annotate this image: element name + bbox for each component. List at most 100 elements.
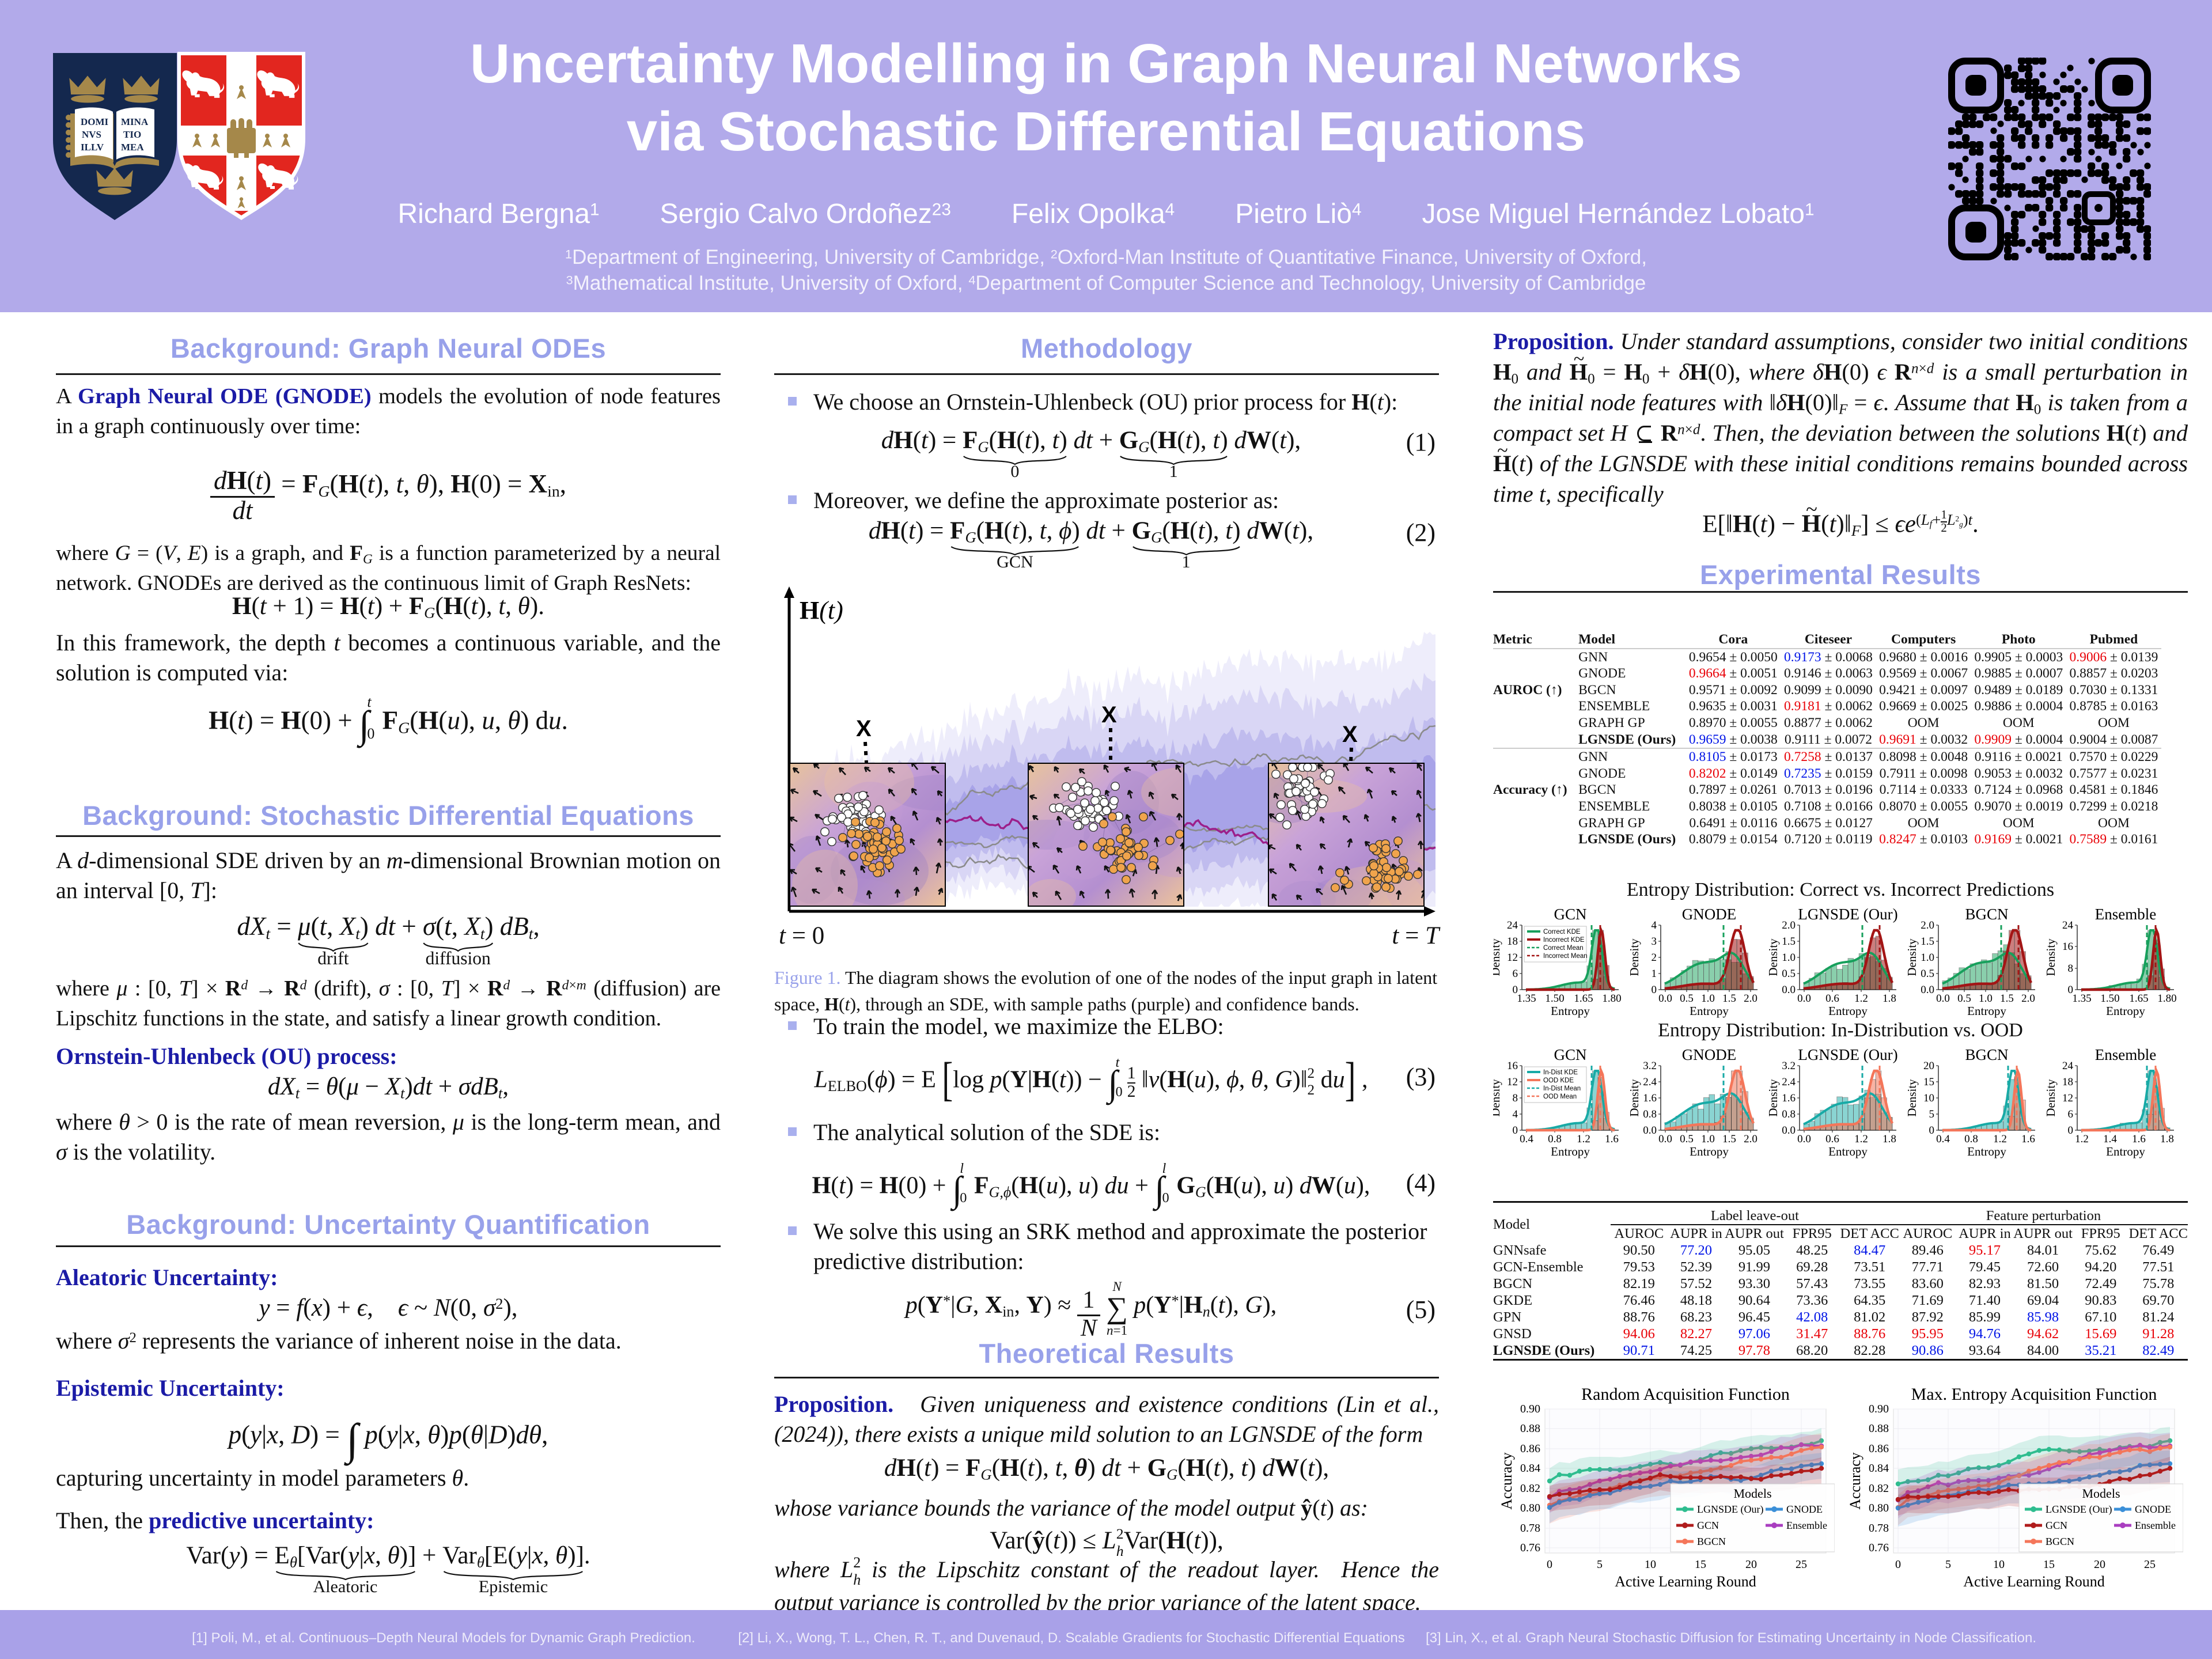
svg-text:1.65: 1.65 xyxy=(2129,993,2148,1005)
svg-text:15: 15 xyxy=(1695,1558,1706,1571)
svg-text:1.80: 1.80 xyxy=(1602,993,1621,1005)
svg-text:1.2: 1.2 xyxy=(1577,1133,1590,1145)
svg-text:1.0: 1.0 xyxy=(1921,952,1934,964)
svg-text:Correct Mean: Correct Mean xyxy=(1543,945,1584,952)
svg-text:2.0: 2.0 xyxy=(2021,993,2035,1005)
svg-text:1.6: 1.6 xyxy=(1643,1092,1657,1104)
svg-text:Entropy: Entropy xyxy=(1690,1004,1729,1018)
svg-text:Entropy: Entropy xyxy=(2106,1145,2145,1158)
svg-text:20: 20 xyxy=(1923,1060,1934,1072)
svg-text:0.78: 0.78 xyxy=(1869,1522,1889,1535)
svg-text:Models: Models xyxy=(2082,1486,2120,1501)
svg-text:Ensemble: Ensemble xyxy=(2135,1520,2176,1531)
svg-text:1.2: 1.2 xyxy=(1993,1133,2007,1145)
svg-text:Incorrect Mean: Incorrect Mean xyxy=(1543,953,1588,960)
svg-text:TIO: TIO xyxy=(123,129,141,140)
svg-text:Density: Density xyxy=(1627,1079,1641,1117)
svg-text:Max. Entropy Acquisition Funct: Max. Entropy Acquisition Function xyxy=(1911,1386,2157,1404)
svg-text:1.4: 1.4 xyxy=(2103,1133,2117,1145)
svg-text:0.6: 0.6 xyxy=(1825,993,1839,1005)
svg-text:20: 20 xyxy=(2094,1558,2105,1571)
svg-text:BGCN: BGCN xyxy=(2046,1536,2074,1547)
svg-text:In-Dist KDE: In-Dist KDE xyxy=(1543,1069,1578,1076)
svg-text:3.2: 3.2 xyxy=(1643,1060,1657,1072)
svg-text:LGNSDE (Our): LGNSDE (Our) xyxy=(1697,1503,1763,1516)
svg-text:0.5: 0.5 xyxy=(1782,968,1796,980)
svg-text:0: 0 xyxy=(2068,984,2074,996)
svg-text:0: 0 xyxy=(1895,1558,1901,1571)
svg-text:Ensemble: Ensemble xyxy=(2095,908,2156,923)
svg-text:1.5: 1.5 xyxy=(1782,935,1796,948)
svg-text:Accuracy: Accuracy xyxy=(1847,1452,1863,1510)
svg-text:0.0: 0.0 xyxy=(1782,984,1796,996)
svg-text:1.80: 1.80 xyxy=(2157,993,2176,1005)
svg-text:Density: Density xyxy=(1493,1079,1502,1117)
svg-text:Density: Density xyxy=(1766,1079,1780,1117)
svg-text:Density: Density xyxy=(1905,938,1919,976)
svg-text:Entropy: Entropy xyxy=(1828,1145,1868,1158)
svg-text:Models: Models xyxy=(1734,1486,1772,1501)
svg-text:1.0: 1.0 xyxy=(1979,993,1993,1005)
svg-text:2.0: 2.0 xyxy=(1744,1133,1758,1145)
svg-text:1.5: 1.5 xyxy=(2000,993,2014,1005)
svg-text:GCN: GCN xyxy=(1697,1520,1719,1531)
svg-text:1.5: 1.5 xyxy=(1722,1133,1736,1145)
svg-text:GNODE: GNODE xyxy=(2135,1503,2171,1515)
svg-text:Accuracy: Accuracy xyxy=(1498,1452,1515,1510)
svg-text:25: 25 xyxy=(1796,1558,1807,1571)
svg-text:10: 10 xyxy=(1645,1558,1656,1571)
svg-text:1.2: 1.2 xyxy=(2075,1133,2089,1145)
svg-text:18: 18 xyxy=(2062,1076,2073,1088)
svg-text:0.90: 0.90 xyxy=(1520,1403,1540,1415)
svg-text:Active Learning Round: Active Learning Round xyxy=(1615,1573,1756,1590)
svg-text:Density: Density xyxy=(2044,1079,2058,1117)
svg-text:Entropy: Entropy xyxy=(1551,1004,1590,1018)
svg-text:GNODE: GNODE xyxy=(1682,908,1737,923)
svg-text:0.88: 0.88 xyxy=(1520,1422,1540,1435)
svg-text:X: X xyxy=(856,716,872,741)
svg-text:18: 18 xyxy=(1507,935,1518,948)
svg-text:MEA: MEA xyxy=(121,142,144,153)
svg-text:10: 10 xyxy=(1923,1092,1934,1104)
svg-text:1.6: 1.6 xyxy=(2021,1133,2035,1145)
svg-text:Density: Density xyxy=(1766,938,1780,976)
svg-text:16: 16 xyxy=(1507,1060,1518,1072)
svg-text:GCN: GCN xyxy=(2046,1520,2067,1531)
svg-text:5: 5 xyxy=(1945,1558,1951,1571)
svg-text:3: 3 xyxy=(1652,935,1657,948)
svg-text:LGNSDE (Our): LGNSDE (Our) xyxy=(1798,908,1897,923)
svg-text:ILLV: ILLV xyxy=(81,142,104,153)
svg-text:2: 2 xyxy=(1652,952,1657,964)
svg-text:Entropy: Entropy xyxy=(1967,1145,2006,1158)
svg-text:LGNSDE (Our): LGNSDE (Our) xyxy=(2046,1503,2112,1516)
svg-text:15: 15 xyxy=(1923,1076,1934,1088)
svg-text:0.6: 0.6 xyxy=(1825,1133,1839,1145)
svg-text:Density: Density xyxy=(1627,938,1641,976)
svg-text:1.2: 1.2 xyxy=(1854,1133,1868,1145)
svg-text:4: 4 xyxy=(1652,919,1657,931)
svg-text:20: 20 xyxy=(1745,1558,1757,1571)
svg-text:Correct KDE: Correct KDE xyxy=(1543,929,1581,935)
svg-text:X: X xyxy=(1101,702,1117,728)
svg-text:0.76: 0.76 xyxy=(1869,1541,1889,1554)
svg-text:BGCN: BGCN xyxy=(1965,908,2008,923)
svg-text:24: 24 xyxy=(2062,1060,2074,1072)
svg-text:24: 24 xyxy=(1507,919,1518,931)
svg-text:0.82: 0.82 xyxy=(1869,1482,1889,1495)
svg-text:0.90: 0.90 xyxy=(1869,1403,1889,1415)
svg-text:GNODE: GNODE xyxy=(1682,1048,1737,1063)
svg-text:0.0: 0.0 xyxy=(1782,1124,1796,1137)
svg-text:12: 12 xyxy=(2062,1092,2073,1104)
svg-text:0.8: 0.8 xyxy=(1548,1133,1562,1145)
svg-text:1.50: 1.50 xyxy=(2100,993,2119,1005)
svg-text:12: 12 xyxy=(1507,952,1518,964)
svg-text:0.5: 0.5 xyxy=(1680,993,1694,1005)
svg-text:15: 15 xyxy=(2043,1558,2055,1571)
svg-text:Entropy: Entropy xyxy=(1690,1145,1729,1158)
svg-text:2.0: 2.0 xyxy=(1782,919,1796,931)
svg-text:2.0: 2.0 xyxy=(1921,919,1934,931)
svg-text:In-Dist Mean: In-Dist Mean xyxy=(1543,1085,1581,1092)
svg-text:OOD KDE: OOD KDE xyxy=(1543,1077,1574,1084)
svg-text:OOD Mean: OOD Mean xyxy=(1543,1093,1577,1100)
svg-text:Density: Density xyxy=(1905,1079,1919,1117)
